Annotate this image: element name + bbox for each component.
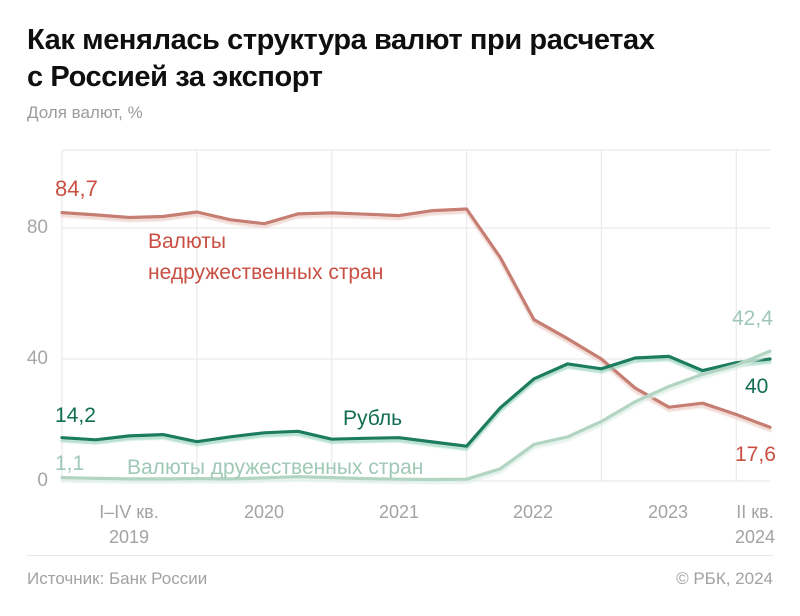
unfriendly-start-value-label: 84,7 xyxy=(55,176,98,201)
y-tick-40: 40 xyxy=(26,348,48,369)
title-line-2: с Россией за экспорт xyxy=(27,61,323,93)
x-tick-2023: 2023 xyxy=(647,502,689,522)
copyright: © РБК, 2024 xyxy=(676,569,773,588)
y-tick-0: 0 xyxy=(37,470,48,491)
series-line-0 xyxy=(60,207,772,429)
chart-series-lines xyxy=(60,207,772,482)
unfriendly-end-value-label: 17,6 xyxy=(735,443,776,466)
x-tick-2024: II кв. 2024 xyxy=(734,502,776,547)
ruble-end-value-label: 40 xyxy=(745,375,769,398)
x-tick-2020: 2020 xyxy=(243,502,285,522)
x-tick-2019: I–IV кв. 2019 xyxy=(99,502,159,547)
y-tick-80: 80 xyxy=(26,217,48,238)
title-line-1: Как менялась структура валют при расчета… xyxy=(27,24,655,56)
x-tick-2021: 2021 xyxy=(378,502,420,522)
friendly-end-value-label: 42,4 xyxy=(732,307,773,330)
friendly-start-value-label: 1,1 xyxy=(55,452,85,475)
page-title: Как менялась структура валют при расчета… xyxy=(27,22,777,96)
chart-gridlines xyxy=(61,149,770,482)
ruble-start-value-label: 14,2 xyxy=(55,404,96,427)
ruble-series-label: Рубль xyxy=(343,407,403,430)
x-tick-2022: 2022 xyxy=(512,502,554,522)
series-line-1 xyxy=(60,354,772,448)
footer-divider xyxy=(27,555,773,556)
friendly-series-label: Валюты дружественных стран xyxy=(127,456,424,479)
y-axis-unit-label: Доля валют, % xyxy=(27,103,143,122)
series-line-2 xyxy=(60,349,772,482)
source-credit: Источник: Банк России xyxy=(27,569,208,588)
unfriendly-series-label: Валюты недружественных стран xyxy=(148,230,384,284)
